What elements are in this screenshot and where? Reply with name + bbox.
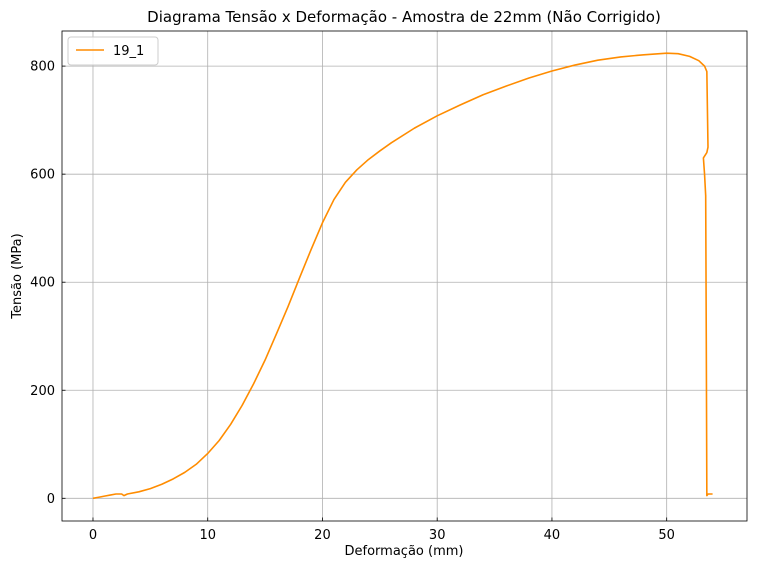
y-tick-label: 0 bbox=[47, 492, 55, 507]
legend: 19_1 bbox=[67, 36, 159, 66]
y-tick-label: 200 bbox=[30, 384, 55, 399]
x-tick-label: 20 bbox=[314, 528, 331, 543]
legend-box bbox=[67, 36, 159, 66]
chart-title: Diagrama Tensão x Deformação - Amostra d… bbox=[147, 8, 661, 26]
grid bbox=[62, 31, 747, 521]
x-axis-label: Deformação (mm) bbox=[345, 544, 464, 559]
series-layer bbox=[92, 52, 713, 500]
y-tick-label: 800 bbox=[30, 60, 55, 75]
y-tick-label: 600 bbox=[30, 168, 55, 183]
legend-label: 19_1 bbox=[113, 44, 144, 59]
x-tick-label: 30 bbox=[429, 528, 446, 543]
plot-frame bbox=[61, 30, 748, 522]
y-tick-label: 400 bbox=[30, 276, 55, 291]
x-tick-label: 0 bbox=[89, 528, 97, 543]
x-tick-label: 10 bbox=[199, 528, 216, 543]
axis-ticks: 0 10 20 30 40 50 0 200 400 600 800 bbox=[30, 60, 675, 543]
series-line-19_1 bbox=[92, 52, 713, 500]
x-tick-label: 50 bbox=[658, 528, 675, 543]
y-axis-label: Tensão (MPa) bbox=[10, 233, 25, 319]
x-tick-label: 40 bbox=[544, 528, 561, 543]
